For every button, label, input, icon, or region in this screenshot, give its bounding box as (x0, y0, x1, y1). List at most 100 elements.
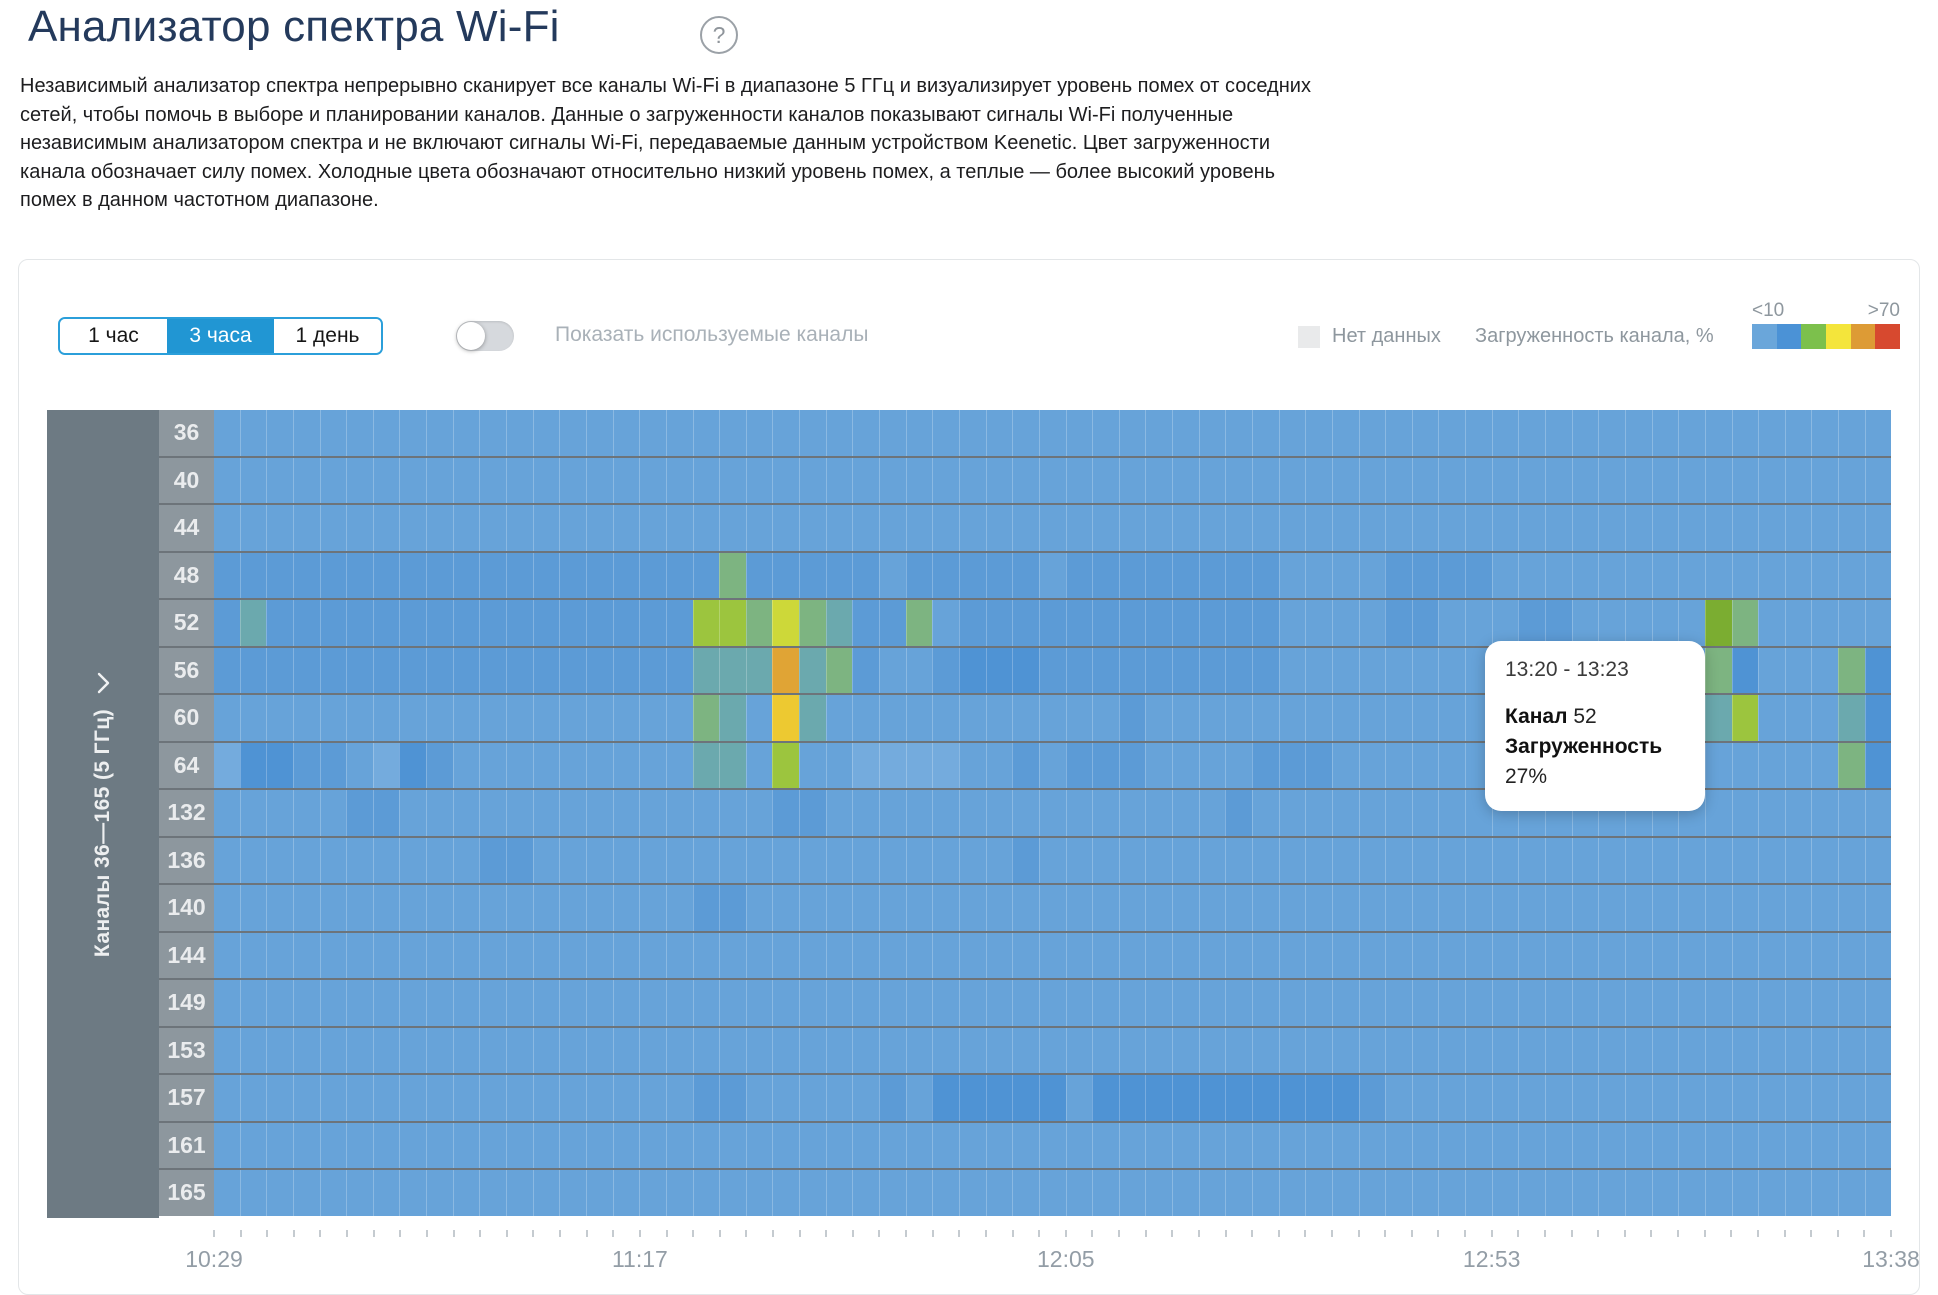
heatmap-cell[interactable] (266, 980, 293, 1026)
heatmap-cell[interactable] (1385, 600, 1412, 646)
heatmap-cell[interactable] (1092, 837, 1119, 883)
heatmap-cell[interactable] (1038, 457, 1066, 503)
heatmap-cell[interactable] (1385, 410, 1412, 456)
heatmap-cell[interactable] (719, 932, 746, 978)
heatmap-cell[interactable] (1012, 457, 1039, 503)
heatmap-cell[interactable] (1465, 885, 1492, 931)
heatmap-cell[interactable] (1465, 1122, 1492, 1168)
heatmap-cell[interactable] (825, 1170, 853, 1216)
heatmap-cell[interactable] (1518, 410, 1546, 456)
heatmap-cell[interactable] (506, 695, 533, 741)
heatmap-cell[interactable] (1731, 505, 1759, 551)
heatmap-cell[interactable] (799, 1122, 826, 1168)
heatmap-cell[interactable] (1225, 647, 1252, 693)
heatmap-cell[interactable] (719, 1027, 746, 1073)
heatmap-cell[interactable] (1225, 552, 1252, 598)
heatmap-cell[interactable] (1092, 1170, 1119, 1216)
heatmap-cell[interactable] (1411, 1170, 1439, 1216)
heatmap-cell[interactable] (932, 695, 959, 741)
heatmap-cell[interactable] (1838, 505, 1865, 551)
heatmap-cell[interactable] (506, 647, 533, 693)
heatmap-cell[interactable] (585, 505, 613, 551)
heatmap-cell[interactable] (239, 885, 267, 931)
heatmap-cell[interactable] (1651, 885, 1679, 931)
heatmap-cell[interactable] (1571, 1170, 1599, 1216)
heatmap-cell[interactable] (452, 1122, 480, 1168)
heatmap-cell[interactable] (239, 647, 267, 693)
heatmap-cell[interactable] (1118, 1170, 1146, 1216)
heatmap-cell[interactable] (1118, 885, 1146, 931)
heatmap-cell[interactable] (559, 742, 586, 788)
heatmap-cell[interactable] (1092, 600, 1119, 646)
heatmap-cell[interactable] (532, 885, 560, 931)
heatmap-cell[interactable] (372, 790, 400, 836)
heatmap-cell[interactable] (1012, 1075, 1039, 1121)
heatmap-cell[interactable] (1065, 600, 1093, 646)
heatmap-cell[interactable] (1438, 505, 1466, 551)
heatmap-cell[interactable] (292, 647, 320, 693)
heatmap-cell[interactable] (692, 1170, 720, 1216)
heatmap-cell[interactable] (426, 600, 453, 646)
heatmap-cell[interactable] (879, 932, 906, 978)
heatmap-cell[interactable] (1145, 505, 1173, 551)
heatmap-cell[interactable] (1838, 1122, 1865, 1168)
heatmap-cell[interactable] (1065, 1170, 1093, 1216)
heatmap-cell[interactable] (1704, 980, 1732, 1026)
heatmap-cell[interactable] (1092, 552, 1119, 598)
heatmap-cell[interactable] (772, 790, 800, 836)
heatmap-cell[interactable] (346, 837, 373, 883)
heatmap-cell[interactable] (479, 410, 507, 456)
heatmap-cell[interactable] (639, 505, 666, 551)
heatmap-cell[interactable] (559, 600, 586, 646)
heatmap-cell[interactable] (479, 885, 507, 931)
heatmap-cell[interactable] (532, 457, 560, 503)
heatmap-cell[interactable] (1678, 600, 1705, 646)
heatmap-cell[interactable] (1385, 552, 1412, 598)
heatmap-cell[interactable] (1518, 600, 1546, 646)
heatmap-cell[interactable] (1251, 1027, 1279, 1073)
heatmap-cell[interactable] (399, 790, 427, 836)
heatmap-cell[interactable] (1172, 457, 1199, 503)
heatmap-cell[interactable] (1305, 600, 1332, 646)
heatmap-cell[interactable] (1118, 695, 1146, 741)
heatmap-cell[interactable] (1251, 695, 1279, 741)
heatmap-cell[interactable] (985, 1170, 1013, 1216)
heatmap-cell[interactable] (1251, 600, 1279, 646)
heatmap-cell[interactable] (719, 457, 746, 503)
heatmap-cell[interactable] (214, 885, 240, 931)
heatmap-cell[interactable] (1838, 790, 1865, 836)
heatmap-cell[interactable] (1305, 790, 1332, 836)
heatmap-cell[interactable] (1838, 980, 1865, 1026)
heatmap-cell[interactable] (559, 1170, 586, 1216)
heatmap-cell[interactable] (346, 647, 373, 693)
heatmap-cell[interactable] (958, 410, 986, 456)
heatmap-cell[interactable] (985, 695, 1013, 741)
heatmap-cell[interactable] (958, 647, 986, 693)
heatmap-cell[interactable] (799, 1027, 826, 1073)
heatmap-cell[interactable] (1145, 410, 1173, 456)
heatmap-cell[interactable] (1518, 980, 1546, 1026)
heatmap-cell[interactable] (1624, 505, 1652, 551)
heatmap-cell[interactable] (559, 647, 586, 693)
heatmap-cell[interactable] (399, 410, 427, 456)
heatmap-cell[interactable] (372, 742, 400, 788)
heatmap-cell[interactable] (1624, 600, 1652, 646)
heatmap-cell[interactable] (1065, 790, 1093, 836)
heatmap-cell[interactable] (1172, 980, 1199, 1026)
heatmap-cell[interactable] (346, 742, 373, 788)
heatmap-cell[interactable] (1598, 1122, 1625, 1168)
heatmap-cell[interactable] (506, 1170, 533, 1216)
heatmap-cell[interactable] (772, 885, 800, 931)
heatmap-cell[interactable] (799, 1075, 826, 1121)
heatmap-cell[interactable] (346, 600, 373, 646)
heatmap-cell[interactable] (559, 552, 586, 598)
heatmap-cell[interactable] (612, 410, 640, 456)
heatmap-cell[interactable] (879, 837, 906, 883)
heatmap-cell[interactable] (1784, 980, 1812, 1026)
heatmap-cell[interactable] (719, 552, 746, 598)
heatmap-cell[interactable] (532, 1122, 560, 1168)
heatmap-cell[interactable] (1118, 505, 1146, 551)
heatmap-cell[interactable] (239, 1170, 267, 1216)
heatmap-cell[interactable] (958, 552, 986, 598)
heatmap-cell[interactable] (1358, 790, 1386, 836)
